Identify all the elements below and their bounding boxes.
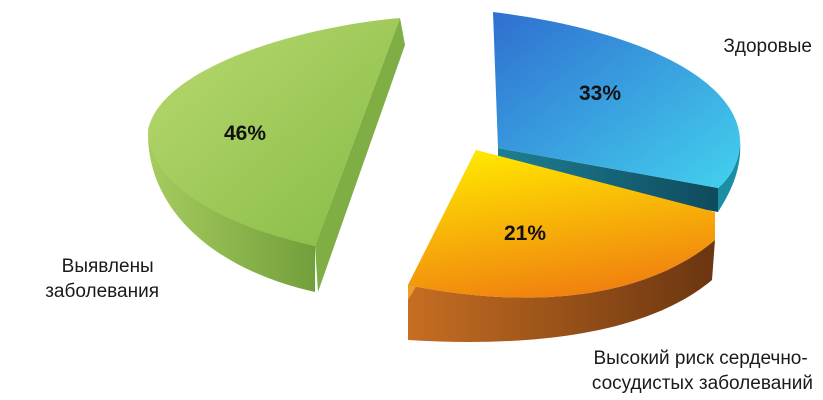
slice-detected-diseases-side xyxy=(147,130,315,292)
slice-detected-diseases-wall xyxy=(315,18,405,292)
percent-label-detected-diseases: 46% xyxy=(224,122,266,145)
slice-detected-diseases xyxy=(147,18,405,292)
percent-label-cardio-risk: 21% xyxy=(504,222,546,245)
category-label-healthy: Здоровые xyxy=(723,36,812,57)
slice-healthy xyxy=(493,12,741,212)
category-label-detected-diseases: Выявлены заболевания xyxy=(45,256,159,302)
slice-cardio-risk-side xyxy=(408,240,715,342)
slice-healthy-rim xyxy=(718,140,741,212)
slice-healthy-side xyxy=(498,148,718,212)
percent-label-healthy: 33% xyxy=(579,82,621,105)
slice-cardio-risk xyxy=(408,150,715,342)
slice-cardio-risk-top xyxy=(408,150,715,298)
category-label-cardio-risk: Высокий риск сердечно- сосудистых заболе… xyxy=(592,348,813,394)
slice-healthy-top xyxy=(493,12,740,188)
slice-detected-diseases-top xyxy=(148,18,400,246)
